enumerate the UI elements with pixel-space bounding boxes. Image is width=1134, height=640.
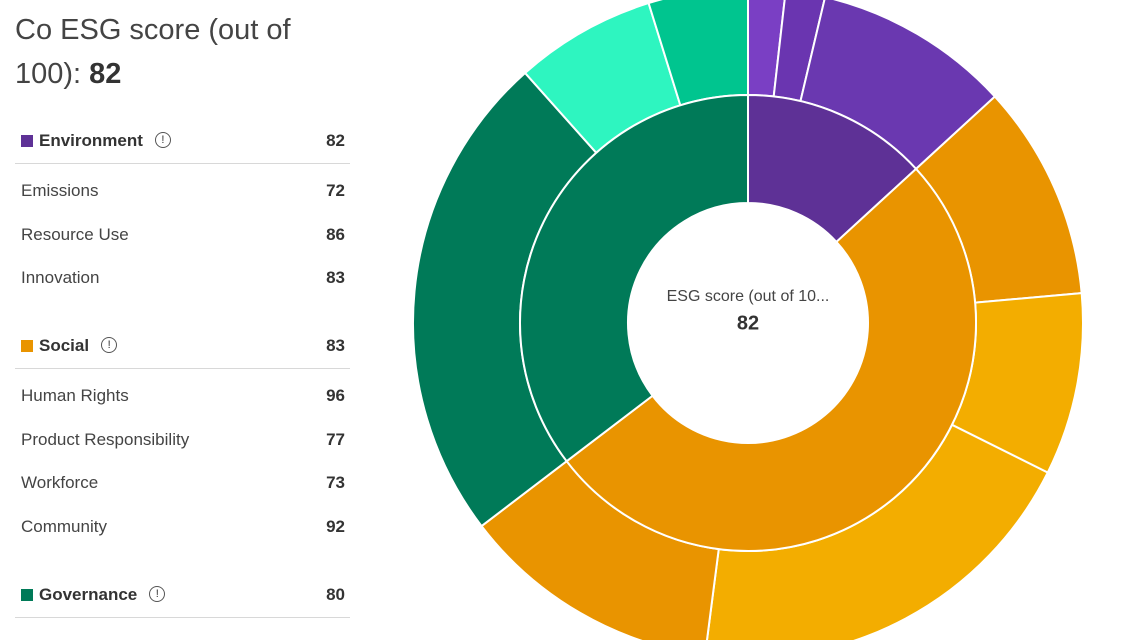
section-header: Environment! 82: [21, 129, 345, 153]
sub-score-row: Human Rights 96: [21, 384, 345, 408]
sub-score-row: Emissions 72: [21, 179, 345, 203]
center-value: 82: [737, 312, 759, 334]
sub-score-value: 77: [326, 429, 345, 449]
inner-segment: [747, 93, 918, 244]
sub-score-name: Resource Use: [21, 224, 129, 244]
section-name: Governance: [39, 585, 138, 604]
sub-score-name: Community: [21, 516, 107, 536]
section-score: 80: [326, 585, 345, 604]
divider: [15, 617, 350, 618]
page-title: Co ESG score (out of 100): 82: [15, 8, 355, 96]
sub-score-row: Resource Use 86: [21, 223, 345, 247]
inner-segment: [565, 167, 977, 552]
sub-score-value: 73: [326, 473, 345, 492]
sub-score-name: Human Rights: [21, 386, 129, 405]
sub-score-row: Product Responsibility 77: [21, 428, 345, 452]
section-header: Social! 83: [21, 334, 345, 358]
info-icon[interactable]: !: [154, 132, 171, 148]
info-icon[interactable]: !: [149, 586, 166, 602]
sub-score-value: 96: [326, 386, 345, 405]
sub-score-value: 83: [326, 268, 345, 287]
section-score: 83: [326, 336, 345, 355]
section-score: 82: [326, 131, 345, 150]
score-panel: Environment! 82 Emissions 72 Resource Use 86 I…: [0, 0, 360, 640]
sub-score-row: Innovation 83: [21, 266, 345, 290]
sub-score-value: 92: [326, 516, 345, 536]
sub-score-name: Product Responsibility: [21, 429, 190, 449]
section-name: Social: [39, 336, 90, 355]
section-swatch: [21, 340, 33, 352]
sub-score-name: Innovation: [21, 268, 100, 287]
sub-score-value: 86: [326, 224, 345, 244]
inner-segment: [519, 93, 749, 463]
sub-score-name: Emissions: [21, 181, 99, 200]
center-label: ESG score (out of 10...: [667, 288, 830, 305]
sub-score-row: Community 92: [21, 515, 345, 539]
sub-score-name: Workforce: [21, 473, 99, 492]
info-icon[interactable]: !: [101, 337, 118, 353]
section-name: Environment: [39, 131, 143, 150]
section-swatch: [21, 589, 33, 601]
divider: [15, 163, 350, 164]
sub-score-value: 72: [326, 181, 345, 200]
section-swatch: [21, 135, 33, 147]
section-header: Governance! 80: [21, 583, 345, 607]
sub-score-row: Workforce 73: [21, 471, 345, 495]
title-score: 82: [89, 58, 122, 90]
title-text: Co ESG score (out of 100):: [15, 14, 291, 90]
divider: [15, 368, 350, 369]
